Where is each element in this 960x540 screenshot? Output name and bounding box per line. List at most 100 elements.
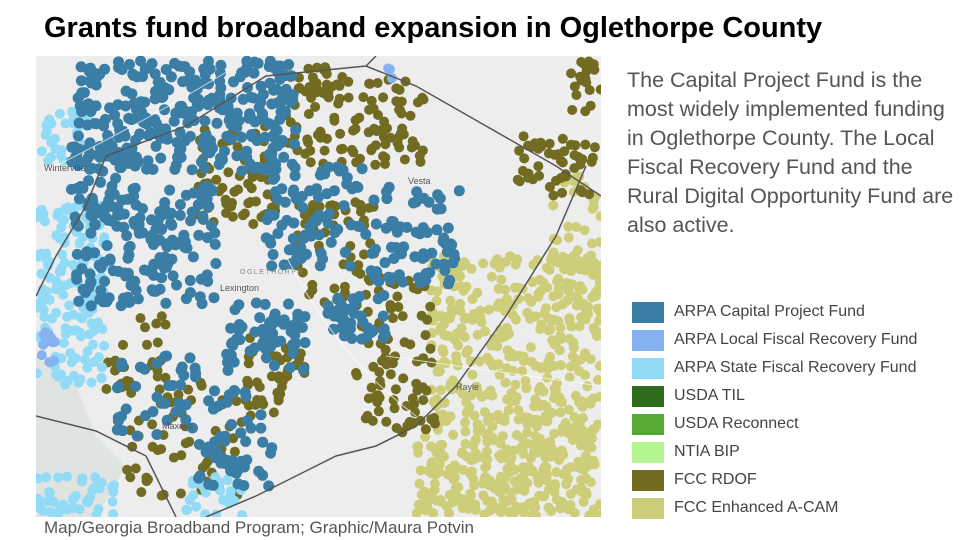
service-point xyxy=(229,446,240,457)
service-point xyxy=(219,430,231,442)
service-point xyxy=(420,268,432,279)
service-point xyxy=(52,210,63,221)
service-point xyxy=(83,497,93,508)
service-point xyxy=(95,145,106,157)
service-point xyxy=(121,230,133,242)
service-point xyxy=(479,407,490,418)
service-point xyxy=(175,488,186,499)
service-point xyxy=(339,246,351,258)
service-point xyxy=(74,100,86,112)
service-point xyxy=(549,487,560,497)
service-point xyxy=(569,163,580,174)
service-point xyxy=(289,138,300,150)
service-point xyxy=(238,480,250,491)
service-point xyxy=(580,450,591,461)
service-point xyxy=(329,115,340,126)
service-point xyxy=(502,345,513,356)
service-point xyxy=(38,339,49,350)
service-point xyxy=(466,466,477,477)
service-point xyxy=(467,294,478,304)
service-point xyxy=(284,362,296,374)
service-point xyxy=(74,238,85,249)
service-point xyxy=(228,76,239,88)
service-point xyxy=(434,466,444,477)
service-point xyxy=(557,445,567,456)
service-point xyxy=(418,192,430,204)
service-point xyxy=(391,423,402,433)
service-point xyxy=(186,164,198,176)
service-point xyxy=(64,300,75,311)
service-point xyxy=(435,385,446,396)
place-label-vesta: Vesta xyxy=(408,176,431,186)
service-point xyxy=(239,386,251,398)
service-point xyxy=(515,504,526,515)
legend-item: FCC Enhanced A-CAM xyxy=(632,494,917,522)
service-point xyxy=(71,248,83,260)
service-point xyxy=(405,110,416,121)
service-point xyxy=(407,393,418,404)
service-point xyxy=(568,342,579,353)
legend-swatch xyxy=(632,469,664,491)
service-point xyxy=(570,291,581,302)
service-point xyxy=(414,277,426,289)
service-point xyxy=(506,506,517,517)
service-point xyxy=(160,297,172,309)
service-point xyxy=(557,423,568,433)
service-point xyxy=(367,325,379,337)
service-point xyxy=(108,188,120,200)
service-point xyxy=(567,279,578,290)
service-point xyxy=(535,382,546,392)
service-point xyxy=(525,342,536,353)
service-point xyxy=(365,78,375,89)
service-point xyxy=(482,496,493,506)
service-point xyxy=(595,84,601,95)
service-point xyxy=(271,315,283,327)
service-point xyxy=(370,140,381,151)
service-point xyxy=(194,291,206,303)
service-point xyxy=(202,275,214,287)
service-point xyxy=(510,282,521,293)
service-point xyxy=(528,498,539,509)
service-point xyxy=(146,58,158,70)
service-point xyxy=(553,289,564,300)
service-point xyxy=(287,233,299,245)
map-canvas[interactable] xyxy=(36,56,601,517)
service-point xyxy=(453,185,465,197)
service-point xyxy=(255,96,267,108)
service-point xyxy=(411,186,423,198)
service-point xyxy=(517,433,527,444)
service-point xyxy=(430,258,442,270)
service-point xyxy=(373,110,383,120)
service-point xyxy=(334,165,345,177)
service-point xyxy=(379,116,390,127)
service-point xyxy=(227,211,238,222)
service-point xyxy=(230,467,242,479)
service-point xyxy=(209,385,220,397)
service-point xyxy=(233,299,245,311)
service-point xyxy=(541,262,552,273)
service-point xyxy=(580,139,591,150)
service-point xyxy=(495,449,506,460)
service-point xyxy=(109,480,119,491)
service-point xyxy=(77,284,89,295)
service-point xyxy=(295,252,307,264)
service-point xyxy=(180,189,192,201)
service-point xyxy=(175,379,187,391)
service-point xyxy=(423,488,434,499)
service-point xyxy=(147,406,159,418)
service-point xyxy=(460,439,471,449)
service-point xyxy=(421,385,432,396)
service-point xyxy=(89,118,101,129)
service-point xyxy=(156,92,168,103)
service-point xyxy=(554,455,565,465)
service-point xyxy=(310,101,321,112)
service-point xyxy=(585,398,596,409)
service-point xyxy=(369,243,381,255)
service-point xyxy=(265,338,277,350)
service-point xyxy=(98,256,110,268)
service-point xyxy=(374,367,385,377)
service-point xyxy=(535,137,546,148)
broadband-map[interactable]: Winterville Vesta OGLETHORPE Lexington R… xyxy=(36,56,601,517)
service-point xyxy=(587,238,597,249)
service-point xyxy=(163,380,175,392)
